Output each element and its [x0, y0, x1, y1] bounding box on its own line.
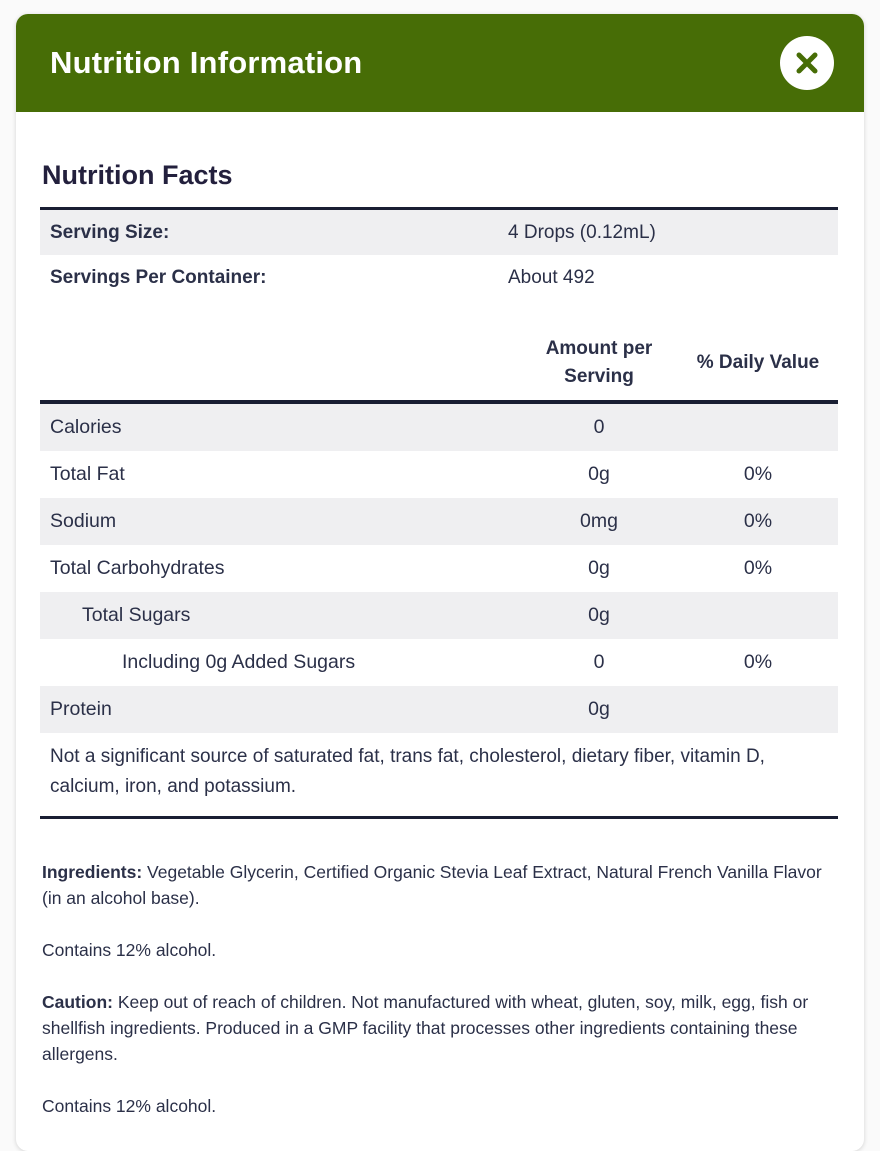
details-section: Ingredients: Vegetable Glycerin, Certifi…: [40, 819, 838, 1119]
alcohol-note-1: Contains 12% alcohol.: [42, 940, 217, 960]
caution-paragraph: Caution: Keep out of reach of children. …: [42, 989, 836, 1067]
ingredients-text: Vegetable Glycerin, Certified Organic St…: [42, 862, 822, 908]
row-amount: 0: [593, 651, 605, 673]
serving-size-value: 4 Drops (0.12mL): [508, 221, 656, 243]
row-label: Including 0g Added Sugars: [122, 651, 356, 673]
modal-body: Nutrition Facts Serving Size: 4 Drops (0…: [16, 112, 864, 1151]
caution-text: Keep out of reach of children. Not manuf…: [42, 992, 809, 1064]
nutrition-info-modal: Nutrition Information Nutrition Facts Se…: [16, 14, 864, 1151]
ingredients-label: Ingredients:: [42, 862, 143, 882]
ingredients-paragraph: Ingredients: Vegetable Glycerin, Certifi…: [42, 859, 836, 911]
row-amount: 0g: [588, 604, 610, 626]
table-row-added-sugars: Including 0g Added Sugars 0 0%: [40, 639, 838, 686]
close-icon: [794, 50, 820, 76]
modal-title: Nutrition Information: [50, 45, 363, 80]
table-row-total-fat: Total Fat 0g 0%: [40, 451, 838, 498]
table-row-sodium: Sodium 0mg 0%: [40, 498, 838, 545]
serving-size-row: Serving Size: 4 Drops (0.12mL): [40, 210, 838, 255]
servings-per-container-label: Servings Per Container:: [50, 266, 267, 288]
row-label: Total Carbohydrates: [50, 557, 225, 579]
footnote: Not a significant source of saturated fa…: [50, 746, 765, 797]
amount-per-serving-header: Amount per Serving: [545, 338, 653, 387]
daily-value-header: % Daily Value: [696, 352, 820, 373]
table-row-total-carbohydrates: Total Carbohydrates 0g 0%: [40, 545, 838, 592]
row-label: Sodium: [50, 510, 117, 532]
modal-header: Nutrition Information: [16, 14, 864, 112]
caution-label: Caution:: [42, 992, 113, 1012]
servings-per-container-value: About 492: [508, 266, 595, 288]
close-button[interactable]: [780, 36, 834, 90]
row-daily-value: 0%: [743, 557, 773, 579]
row-amount: 0mg: [580, 510, 618, 532]
servings-per-container-row: Servings Per Container: About 492: [40, 255, 838, 300]
row-label: Total Fat: [50, 463, 125, 485]
table-header-row: Amount per Serving % Daily Value: [40, 326, 838, 400]
row-daily-value: 0%: [743, 463, 773, 485]
row-amount: 0g: [588, 557, 610, 579]
row-label: Calories: [50, 416, 122, 438]
divider-top: [40, 207, 838, 210]
row-daily-value: 0%: [743, 651, 773, 673]
table-row-calories: Calories 0: [40, 404, 838, 451]
serving-size-label: Serving Size:: [50, 221, 170, 243]
nutrition-facts-heading: Nutrition Facts: [42, 160, 233, 190]
row-amount: 0: [593, 416, 605, 438]
row-label: Total Sugars: [82, 604, 191, 626]
row-amount: 0g: [588, 698, 610, 720]
table-row-total-sugars: Total Sugars 0g: [40, 592, 838, 639]
row-daily-value: 0%: [743, 510, 773, 532]
row-amount: 0g: [588, 463, 610, 485]
table-row-protein: Protein 0g: [40, 686, 838, 733]
divider-table-header: [40, 400, 838, 404]
alcohol-note-2: Contains 12% alcohol.: [42, 1096, 217, 1116]
row-label: Protein: [50, 698, 112, 720]
divider-bottom: [40, 816, 838, 819]
